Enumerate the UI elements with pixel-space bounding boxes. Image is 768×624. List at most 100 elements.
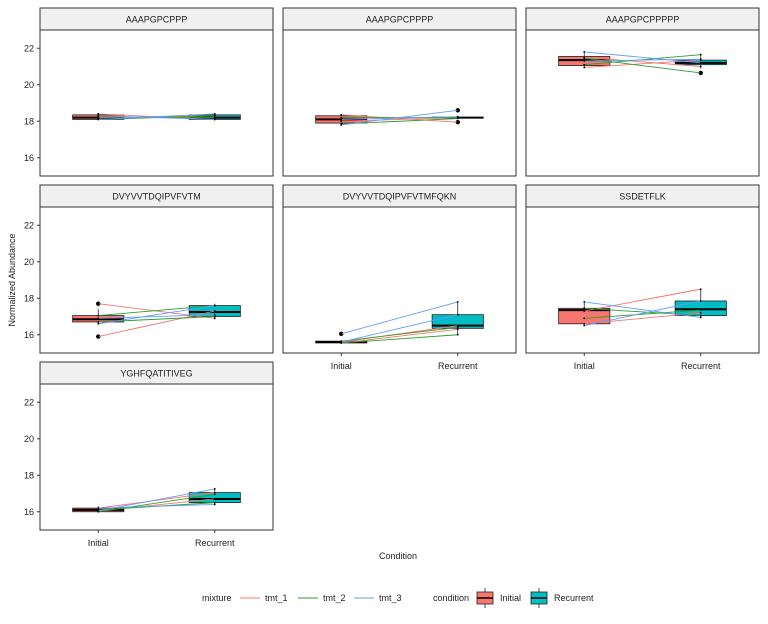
data-point	[213, 488, 216, 490]
legend-label: tmt_3	[379, 593, 402, 603]
x-tick-label: Initial	[88, 538, 109, 548]
y-tick-label: 16	[24, 507, 34, 517]
data-point	[213, 116, 216, 119]
panel-plot-area	[39, 206, 274, 354]
legend-item-tmt_1: tmt_1	[240, 593, 288, 603]
data-point	[340, 113, 343, 116]
data-point	[583, 57, 586, 60]
data-point	[456, 115, 459, 118]
legend-condition-title: condition	[433, 593, 469, 603]
legend: mixture tmt_1 tmt_2 tmt_3 condition Initial Re…	[202, 588, 594, 608]
panel-plot-area	[525, 29, 760, 177]
panel-plot-area	[525, 206, 760, 354]
data-point	[699, 71, 702, 74]
facet-panel-4: DVYVVTDQIPVFVTM 16 18 20 22	[24, 184, 274, 354]
y-axis-title: Normalized Abundance	[7, 233, 17, 326]
data-point	[213, 310, 216, 312]
data-point	[583, 301, 586, 303]
mixture-line-tmt_3	[98, 305, 215, 325]
facet-panel-5: DVYVVTDQIPVFVTMFQKN Initial Recurrent	[282, 184, 517, 371]
data-point	[340, 118, 343, 121]
panel-plot-area	[282, 29, 517, 177]
y-tick-label: 22	[24, 220, 34, 230]
legend-item-tmt_3: tmt_3	[354, 593, 402, 603]
data-point	[340, 120, 343, 123]
data-point	[699, 58, 702, 61]
data-point	[213, 113, 216, 115]
legend-label: Initial	[500, 593, 521, 603]
mixture-line-tmt_3	[98, 115, 215, 120]
data-point	[97, 114, 100, 117]
mixture-line-tmt_3	[584, 301, 701, 318]
data-point	[699, 314, 702, 317]
data-point	[583, 66, 586, 69]
data-point	[340, 332, 343, 335]
data-point	[97, 335, 100, 338]
y-tick-label: 20	[24, 434, 34, 444]
data-point	[213, 501, 216, 504]
data-point	[583, 324, 586, 327]
mixture-line-tmt_2	[341, 327, 458, 342]
panel-plot-area	[39, 29, 274, 177]
data-point	[456, 117, 459, 120]
legend-item-recurrent: Recurrent	[530, 588, 594, 608]
data-point	[213, 317, 216, 320]
data-point	[97, 509, 100, 512]
facet-title: DVYVVTDQIPVFVTMFQKN	[343, 192, 457, 202]
data-point	[583, 63, 586, 66]
mixture-line-tmt_2	[584, 307, 701, 317]
data-point	[583, 322, 586, 325]
data-point	[456, 121, 459, 124]
legend-mixture-title: mixture	[202, 593, 232, 603]
y-tick-label: 18	[24, 116, 34, 126]
data-point	[213, 313, 216, 316]
data-point	[213, 491, 216, 494]
mixture-line-tmt_3	[341, 301, 458, 335]
data-point	[699, 309, 702, 312]
data-point	[456, 313, 459, 316]
data-point	[699, 61, 702, 64]
y-tick-label: 16	[24, 330, 34, 340]
facet-title: AAAPGPCPPPP	[366, 15, 434, 25]
mixture-line-tmt_2	[98, 305, 215, 317]
x-tick-label: Recurrent	[195, 538, 235, 548]
panel-plot-area	[39, 383, 274, 531]
mixture-line-tmt_3	[341, 116, 458, 120]
legend-item-tmt_2: tmt_2	[298, 593, 346, 603]
data-point	[213, 304, 216, 307]
data-point	[340, 341, 343, 343]
data-point	[456, 328, 459, 331]
data-point	[97, 322, 100, 325]
box-initial	[558, 301, 611, 326]
facet-panel-2: AAAPGPCPPPP	[282, 7, 517, 177]
mixture-line-tmt_3	[584, 51, 701, 64]
facet-title: DVYVVTDQIPVFVTM	[112, 192, 201, 202]
data-point	[97, 314, 100, 317]
data-point	[583, 310, 586, 312]
y-tick-label: 16	[24, 153, 34, 163]
mixture-line-tmt_2	[584, 309, 701, 319]
data-point	[213, 114, 216, 117]
mixture-line-tmt_3	[98, 113, 215, 120]
mixture-line-tmt_3	[584, 300, 701, 327]
data-point	[699, 300, 702, 302]
mixture-line-tmt_2	[584, 54, 701, 66]
data-point	[699, 316, 702, 319]
mixture-line-tmt_1	[584, 56, 701, 67]
legend-label: Recurrent	[554, 593, 594, 603]
facet-title: AAAPGPCPPP	[126, 15, 188, 25]
data-point	[213, 493, 216, 496]
mixture-line-tmt_1	[341, 328, 458, 344]
mixture-line-tmt_2	[341, 118, 458, 125]
data-point	[456, 324, 459, 327]
mixture-line-tmt_3	[584, 58, 701, 62]
facet-panel-3: AAAPGPCPPPPP	[525, 7, 760, 177]
data-point	[456, 301, 459, 303]
mixture-line-tmt_1	[341, 114, 458, 123]
x-tick-label: Recurrent	[438, 361, 478, 371]
data-point	[213, 498, 216, 500]
data-point	[340, 116, 343, 119]
data-point	[97, 302, 100, 305]
facet-panel-7: YGHFQATITIVEG 16 18 20 22 Initial Recurrent	[24, 361, 274, 548]
data-point	[340, 124, 343, 126]
